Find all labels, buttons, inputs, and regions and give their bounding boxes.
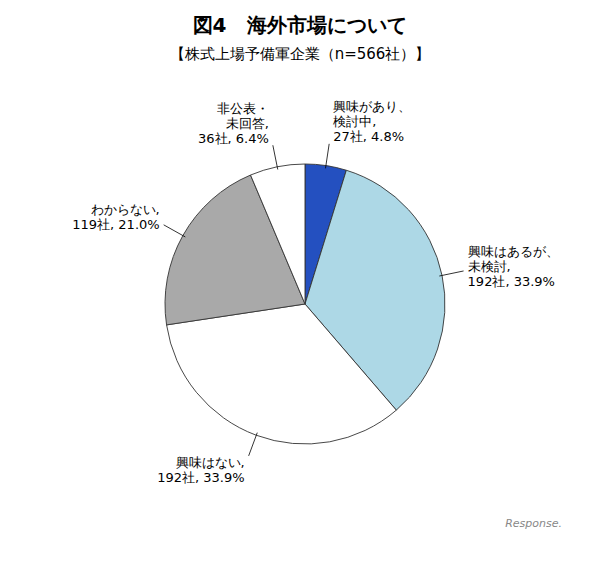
svg-text:興味はあるが、未検討,192社, 33.9%: 興味はあるが、未検討,192社, 33.9%	[468, 244, 559, 289]
svg-text:興味があり、検討中,27社, 4.8%: 興味があり、検討中,27社, 4.8%	[333, 99, 411, 144]
html-text:Response.: Response.	[505, 517, 562, 530]
html-text:図4 海外市場について: 図4 海外市場について	[192, 13, 408, 37]
html-text:【株式上場予備軍企業（n=566社）】: 【株式上場予備軍企業（n=566社）】	[169, 45, 431, 63]
svg-text:非公表・未回答,36社, 6.4%: 非公表・未回答,36社, 6.4%	[198, 101, 269, 146]
svg-text:わからない,119社, 21.0%: わからない,119社, 21.0%	[72, 202, 159, 232]
svg-text:興味はない,192社, 33.9%: 興味はない,192社, 33.9%	[157, 455, 244, 485]
